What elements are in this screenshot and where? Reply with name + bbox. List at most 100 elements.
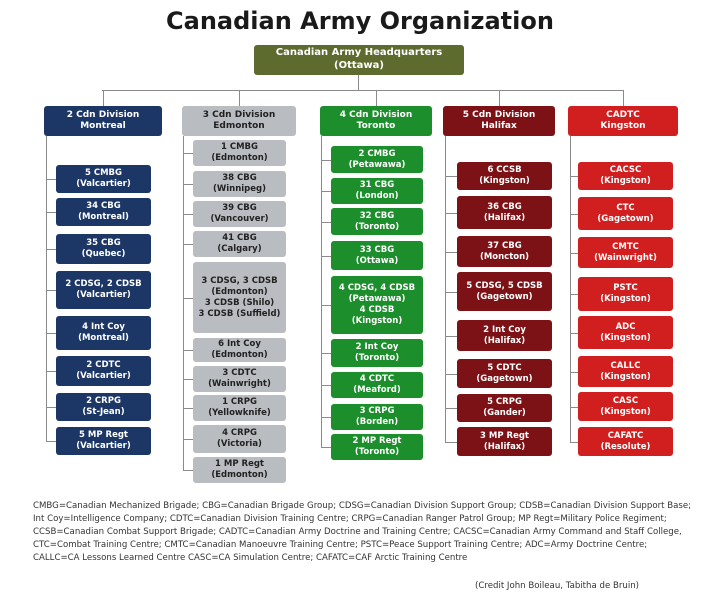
unit-box[interactable]: 1 CRPG (Yellowknife) bbox=[193, 395, 286, 421]
division-head-box[interactable]: 5 Cdn Division Halifax bbox=[443, 106, 555, 136]
unit-box[interactable]: 1 MP Regt (Edmonton) bbox=[193, 457, 286, 483]
unit-label-line: (Wainwright) bbox=[594, 252, 657, 263]
unit-label-line: 6 CCSB bbox=[487, 165, 522, 175]
unit-box[interactable]: 2 CDTC (Valcartier) bbox=[56, 356, 151, 386]
unit-label-line: (Petawawa) bbox=[348, 159, 406, 170]
unit-box[interactable]: CAFATC (Resolute) bbox=[578, 427, 673, 456]
division-head-box[interactable]: 2 Cdn Division Montreal bbox=[44, 106, 162, 136]
unit-label-line: 2 Int Coy bbox=[355, 342, 399, 352]
unit-box[interactable]: 3 CRPG (Borden) bbox=[331, 404, 423, 430]
unit-label-line: (Montreal) bbox=[78, 333, 129, 343]
hq-box[interactable]: Canadian Army Headquarters (Ottawa) bbox=[254, 45, 464, 75]
unit-box[interactable]: CACSC (Kingston) bbox=[578, 162, 673, 190]
unit-box[interactable]: CTC (Gagetown) bbox=[578, 197, 673, 230]
unit-box[interactable]: 41 CBG (Calgary) bbox=[193, 231, 286, 257]
unit-label-line: CALLC bbox=[610, 360, 641, 371]
unit-connector-line bbox=[445, 212, 457, 214]
unit-connector-line bbox=[46, 407, 56, 408]
unit-box[interactable]: CALLC (Kingston) bbox=[578, 356, 673, 387]
unit-connector-line bbox=[570, 332, 578, 334]
unit-box[interactable]: 5 CDSG, 5 CDSB (Gagetown) bbox=[457, 272, 552, 311]
unit-label-line: CASC bbox=[612, 395, 639, 406]
unit-box[interactable]: 3 CDSG, 3 CDSB (Edmonton) 3 CDSB (Shilo) 3 … bbox=[193, 262, 286, 333]
unit-connector-line bbox=[570, 441, 578, 443]
unit-label-line: (Valcartier) bbox=[76, 441, 131, 451]
unit-connector-line bbox=[321, 191, 331, 192]
unit-box[interactable]: 2 Int Coy (Toronto) bbox=[331, 339, 423, 367]
unit-box[interactable]: CASC (Kingston) bbox=[578, 392, 673, 421]
unit-label-line: (Gander) bbox=[483, 408, 526, 418]
unit-box[interactable]: 34 CBG (Montreal) bbox=[56, 198, 151, 226]
unit-label-line: (Kingston) bbox=[600, 294, 651, 304]
division-location: Toronto bbox=[356, 121, 396, 131]
unit-label-line: (Kingston) bbox=[351, 316, 403, 326]
unit-connector-line bbox=[321, 221, 331, 223]
unit-box[interactable]: 39 CBG (Vancouver) bbox=[193, 201, 286, 227]
unit-label-line: CACSC bbox=[609, 165, 642, 175]
unit-box[interactable]: 4 CDSG, 4 CDSB (Petawawa) 4 CDSB (Kingston) bbox=[331, 276, 423, 334]
unit-box[interactable]: CMTC (Wainwright) bbox=[578, 237, 673, 268]
unit-label-line: (Toronto) bbox=[354, 447, 400, 457]
unit-label-line: (Resolute) bbox=[600, 441, 651, 452]
unit-connector-line bbox=[183, 470, 193, 471]
unit-box[interactable]: 2 Int Coy (Halifax) bbox=[457, 320, 552, 351]
unit-box[interactable]: 31 CBG (London) bbox=[331, 178, 423, 204]
unit-connector-line bbox=[183, 184, 193, 185]
unit-box[interactable]: 6 CCSB (Kingston) bbox=[457, 162, 552, 190]
unit-box[interactable]: ADC (Kingston) bbox=[578, 316, 673, 349]
unit-label-line: CTC bbox=[616, 202, 635, 213]
connector-line bbox=[376, 90, 377, 106]
unit-box[interactable]: 2 CRPG (St-Jean) bbox=[56, 393, 151, 421]
unit-box[interactable]: 38 CBG (Winnipeg) bbox=[193, 171, 286, 197]
unit-box[interactable]: 2 CMBG (Petawawa) bbox=[331, 146, 423, 173]
unit-connector-line bbox=[321, 385, 331, 386]
division-name: 3 Cdn Division bbox=[202, 110, 276, 120]
unit-connector-line bbox=[183, 153, 193, 154]
unit-label-line: 4 CRPG bbox=[222, 428, 257, 438]
unit-box[interactable]: 32 CBG (Toronto) bbox=[331, 208, 423, 235]
unit-box[interactable]: 1 CMBG (Edmonton) bbox=[193, 140, 286, 166]
unit-label-line: (Kingston) bbox=[600, 406, 651, 417]
unit-label-line: 1 CMBG bbox=[220, 142, 259, 152]
unit-box[interactable]: 37 CBG (Moncton) bbox=[457, 236, 552, 267]
unit-label-line: (Edmonton) bbox=[211, 350, 268, 360]
unit-label-line: (Winnipeg) bbox=[212, 184, 266, 194]
unit-connector-line bbox=[445, 335, 457, 337]
unit-box[interactable]: 3 MP Regt (Halifax) bbox=[457, 427, 552, 456]
unit-connector-line bbox=[445, 441, 457, 443]
unit-box[interactable]: 3 CDTC (Wainwright) bbox=[193, 366, 286, 392]
unit-label-line: 3 CRPG bbox=[359, 406, 395, 416]
division-head-box[interactable]: 3 Cdn Division Edmonton bbox=[182, 106, 296, 136]
credit-text: (Credit John Boileau, Tabitha de Bruin) bbox=[475, 581, 640, 591]
unit-box[interactable]: 2 CDSG, 2 CDSB (Valcartier) bbox=[56, 271, 151, 309]
unit-label-line: 3 MP Regt bbox=[480, 430, 529, 441]
division-head-box[interactable]: CADTC Kingston bbox=[568, 106, 678, 136]
unit-box[interactable]: 5 CRPG (Gander) bbox=[457, 394, 552, 422]
unit-connector-line bbox=[183, 350, 193, 351]
unit-label-line: (Kingston) bbox=[600, 332, 651, 343]
unit-box[interactable]: 4 CRPG (Victoria) bbox=[193, 425, 286, 453]
unit-label-line: (Halifax) bbox=[483, 335, 526, 346]
unit-label-line: 5 CRPG bbox=[487, 397, 522, 407]
unit-connector-line bbox=[46, 212, 56, 213]
unit-box[interactable]: 2 MP Regt (Toronto) bbox=[331, 434, 423, 460]
unit-box[interactable]: 5 CDTC (Gagetown) bbox=[457, 359, 552, 388]
unit-box[interactable]: PSTC (Kingston) bbox=[578, 277, 673, 311]
unit-box[interactable]: 4 CDTC (Meaford) bbox=[331, 372, 423, 398]
unit-connector-line bbox=[445, 373, 457, 375]
unit-box[interactable]: 4 Int Coy (Montreal) bbox=[56, 316, 151, 350]
unit-box[interactable]: 5 CMBG (Valcartier) bbox=[56, 165, 151, 193]
unit-box[interactable]: 35 CBG (Quebec) bbox=[56, 234, 151, 264]
unit-label-line: 1 MP Regt bbox=[215, 459, 264, 469]
unit-box[interactable]: 36 CBG (Halifax) bbox=[457, 196, 552, 229]
division-location: Kingston bbox=[600, 121, 646, 131]
unit-connector-line bbox=[321, 255, 331, 257]
unit-label-line: 3 CDSB (Suffield) bbox=[198, 308, 281, 319]
unit-box[interactable]: 5 MP Regt (Valcartier) bbox=[56, 427, 151, 455]
unit-box[interactable]: 6 Int Coy (Edmonton) bbox=[193, 338, 286, 362]
unit-label-line: (Vancouver) bbox=[210, 214, 269, 224]
division-head-box[interactable]: 4 Cdn Division Toronto bbox=[320, 106, 432, 136]
unit-connector-line bbox=[183, 297, 193, 299]
unit-box[interactable]: 33 CBG (Ottawa) bbox=[331, 241, 423, 270]
unit-connector-line bbox=[321, 353, 331, 354]
